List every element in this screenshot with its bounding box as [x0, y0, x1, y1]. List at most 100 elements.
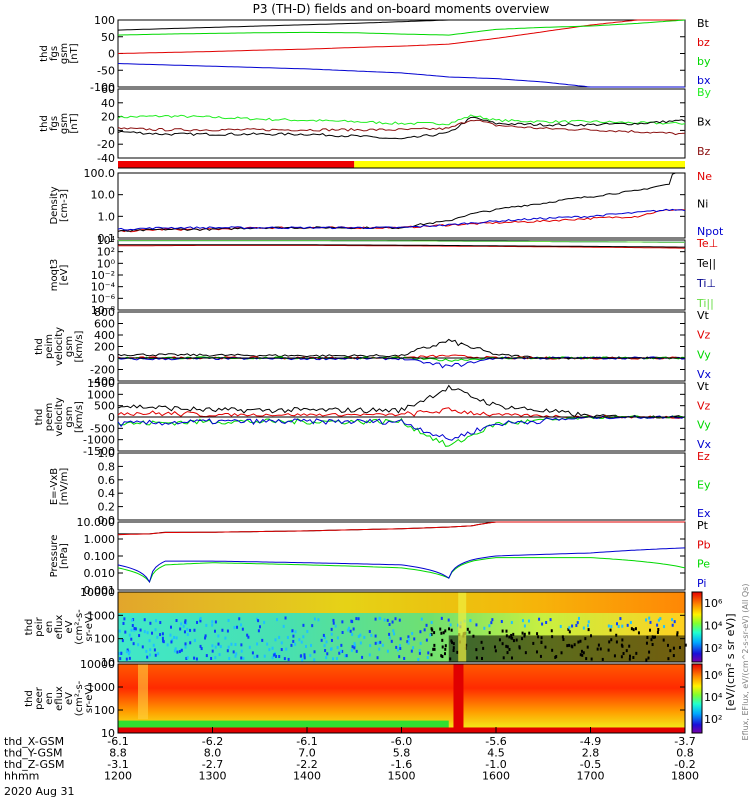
- spectrogram-pixel: [339, 649, 342, 653]
- x-tick-label: -5.6: [485, 735, 506, 748]
- spectrogram-pixel: [430, 620, 433, 624]
- spectrogram-pixel: [386, 618, 389, 622]
- spectrogram-pixel: [379, 640, 382, 644]
- y-tick-label: 100: [94, 704, 115, 717]
- spectrogram-pixel: [199, 616, 202, 620]
- x-tick-label: 4.5: [487, 747, 505, 760]
- y-tick-label: 10⁻²: [91, 269, 115, 282]
- spectrogram-pixel: [663, 625, 666, 629]
- spectrogram-pixel: [214, 620, 217, 624]
- spectrogram-pixel: [538, 617, 541, 621]
- spectrogram-pixel: [457, 623, 460, 627]
- spectrogram-pixel: [427, 651, 430, 655]
- spectrogram-pixel: [204, 636, 207, 640]
- x-tick-label: 8.0: [204, 747, 222, 760]
- spectrogram-pixel: [247, 635, 250, 639]
- spectrogram-pixel: [128, 650, 131, 654]
- panel-frame: [117, 591, 686, 663]
- spectrogram-pixel: [549, 618, 552, 622]
- series-Ni: [117, 172, 685, 232]
- spectrogram-pixel: [410, 649, 413, 653]
- x-tick-label: -6.0: [391, 735, 412, 748]
- spectrogram-pixel: [676, 633, 679, 637]
- spectrogram-pixel: [388, 636, 391, 640]
- spectrogram-pixel: [338, 651, 341, 655]
- y-label-line: thd: [24, 690, 35, 707]
- spectrogram-pixel: [153, 648, 156, 652]
- spectrogram-pixel: [193, 639, 196, 643]
- spectrogram-pixel: [350, 648, 353, 652]
- y-tick-label: 10: [101, 727, 115, 740]
- legend-Pt: Pt: [697, 519, 709, 532]
- spectrogram-pixel: [311, 624, 314, 628]
- spectrogram-pixel: [528, 631, 531, 635]
- mode-bar: [118, 161, 685, 169]
- spectrogram-pixel: [340, 643, 343, 647]
- legend-bx: bx: [697, 74, 711, 87]
- x-tick-label: 2.8: [582, 747, 600, 760]
- spectrogram-pixel: [283, 657, 286, 661]
- spectrogram-pixel: [621, 624, 624, 628]
- spectrogram-pixel: [125, 657, 128, 661]
- spectrogram-pixel: [179, 627, 182, 631]
- legend-Ti⊥: Ti⊥: [696, 277, 716, 290]
- y-tick-label: -100: [90, 81, 115, 94]
- y-tick-label: 0.1: [98, 232, 116, 245]
- spectrogram-pixel: [575, 623, 578, 627]
- series-By: [117, 114, 686, 126]
- spectrogram-pixel: [330, 627, 333, 631]
- spectrogram-pixel: [374, 634, 377, 638]
- spectrogram-pixel: [169, 625, 172, 629]
- spectrogram-pixel: [149, 653, 152, 657]
- spectrogram-pixel: [282, 624, 285, 628]
- spectrogram-pixel: [353, 642, 356, 646]
- y-tick-label: 0.100: [84, 550, 116, 563]
- spectrogram-pixel: [219, 645, 222, 649]
- x-tick-label: -4.9: [580, 735, 601, 748]
- spectrogram-pixel: [178, 650, 181, 654]
- spectrogram-pixel: [227, 618, 230, 622]
- y-label-line: velocity: [54, 397, 65, 436]
- spectrogram-pixel: [313, 617, 316, 621]
- spectrogram-pixel: [629, 621, 632, 625]
- spectrogram-pixel: [280, 648, 283, 652]
- spectrogram-pixel: [154, 653, 157, 657]
- y-tick-label: 0: [108, 352, 115, 365]
- plot-title: P3 (TH-D) fields and on-board moments ov…: [253, 2, 550, 16]
- spectrogram-pixel: [139, 628, 142, 632]
- spectrogram-pixel: [128, 633, 131, 637]
- y-label-line: fgs: [49, 46, 60, 61]
- spectrogram-pixel: [159, 621, 162, 625]
- spectrogram-pixel: [166, 643, 169, 647]
- date-label: 2020 Aug 31: [4, 785, 74, 798]
- y-label-line: thd: [34, 338, 45, 355]
- spectrogram-pixel: [432, 647, 435, 651]
- spectrogram-pixel: [576, 621, 579, 625]
- panel-frame: [117, 172, 686, 239]
- spectrogram-pixel: [161, 632, 164, 636]
- legend-Te||: Te||: [696, 257, 716, 270]
- spectrogram-pixel: [361, 655, 364, 659]
- spectrogram-pixel: [649, 628, 652, 632]
- spectrogram-pixel: [132, 642, 135, 646]
- spectrogram-pixel: [224, 636, 227, 640]
- y-label-line: [mV/m]: [59, 468, 70, 506]
- spectrogram-pixel: [258, 625, 261, 629]
- spectrogram-event-column: [458, 592, 467, 662]
- series-Te||: [118, 244, 685, 248]
- spectrogram-pixel: [348, 626, 351, 630]
- spectrogram-pixel: [268, 648, 271, 652]
- spectrogram-pixel: [169, 633, 172, 637]
- spectrogram-pixel: [205, 623, 208, 627]
- y-tick-label: 0: [108, 411, 115, 424]
- legend-bz: bz: [697, 36, 710, 49]
- colorbar-2: 10⁶ 10⁴ 10²: [691, 663, 723, 734]
- y-tick-label: 10²: [97, 246, 115, 259]
- spectrogram-pixel: [127, 652, 130, 656]
- y-label-line: fgs: [49, 116, 60, 131]
- spectrogram-pixel: [626, 623, 629, 627]
- spectrogram-pixel: [411, 632, 414, 636]
- spectrogram-pixel: [300, 654, 303, 658]
- series-Te⊥: [118, 244, 686, 249]
- y-axis-label: thd fgs gsm [nT]: [39, 43, 80, 64]
